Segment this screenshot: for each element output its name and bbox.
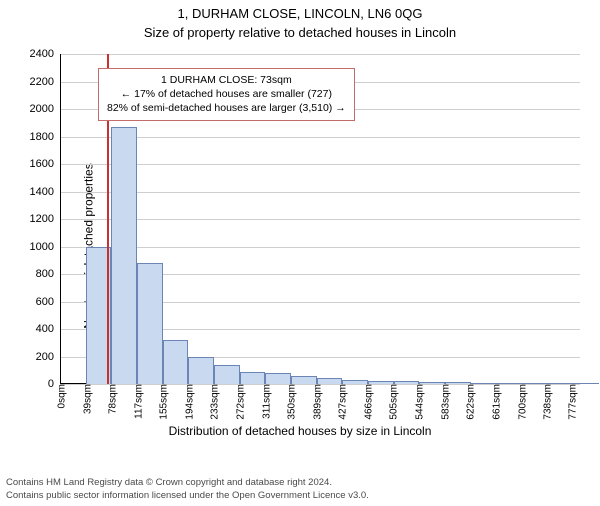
gridline (60, 54, 580, 55)
y-tick-label: 2000 (30, 103, 60, 115)
chart-container: Number of detached properties 0200400600… (0, 46, 600, 446)
x-tick-label: 777sqm (564, 384, 579, 420)
gridline (60, 192, 580, 193)
x-tick-label: 505sqm (385, 384, 400, 420)
x-tick-label: 155sqm (155, 384, 170, 420)
gridline (60, 247, 580, 248)
x-tick-label: 661sqm (488, 384, 503, 420)
y-tick-label: 2400 (30, 48, 60, 60)
x-tick-label: 622sqm (462, 384, 477, 420)
y-tick-label: 400 (36, 323, 60, 335)
x-tick-label: 583sqm (436, 384, 451, 420)
histogram-bar (214, 365, 240, 384)
page-title-line1: 1, DURHAM CLOSE, LINCOLN, LN6 0QG (0, 6, 600, 21)
y-tick-label: 800 (36, 268, 60, 280)
x-tick-label: 0sqm (53, 384, 68, 408)
y-tick-label: 600 (36, 296, 60, 308)
y-tick-label: 1400 (30, 186, 60, 198)
x-tick-label: 389sqm (309, 384, 324, 420)
x-tick-label: 700sqm (513, 384, 528, 420)
plot-area: 0200400600800100012001400160018002000220… (60, 54, 580, 384)
annotation-line-2: ← 17% of detached houses are smaller (72… (107, 87, 346, 101)
x-axis-label: Distribution of detached houses by size … (0, 424, 600, 438)
y-axis-line (60, 54, 61, 384)
x-tick-label: 194sqm (180, 384, 195, 420)
gridline (60, 219, 580, 220)
y-tick-label: 1200 (30, 213, 60, 225)
y-tick-label: 2200 (30, 76, 60, 88)
histogram-bar (240, 372, 266, 384)
x-tick-label: 738sqm (538, 384, 553, 420)
footer-line-2: Contains public sector information licen… (6, 490, 369, 502)
x-tick-label: 544sqm (411, 384, 426, 420)
histogram-bar (111, 127, 137, 384)
attribution-footer: Contains HM Land Registry data © Crown c… (6, 477, 369, 502)
gridline (60, 164, 580, 165)
x-tick-label: 233sqm (206, 384, 221, 420)
x-tick-label: 466sqm (359, 384, 374, 420)
histogram-bar (265, 373, 291, 384)
x-tick-label: 117sqm (130, 384, 145, 419)
footer-line-1: Contains HM Land Registry data © Crown c… (6, 477, 369, 489)
y-tick-label: 1000 (30, 241, 60, 253)
gridline (60, 137, 580, 138)
x-tick-label: 39sqm (78, 384, 93, 414)
x-tick-label: 272sqm (232, 384, 247, 420)
histogram-bar (137, 263, 163, 384)
x-tick-label: 427sqm (334, 384, 349, 420)
annotation-line-3: 82% of semi-detached houses are larger (… (107, 101, 346, 115)
histogram-bar (163, 340, 189, 384)
y-tick-label: 1800 (30, 131, 60, 143)
annotation-box: 1 DURHAM CLOSE: 73sqm← 17% of detached h… (98, 68, 355, 121)
y-tick-label: 200 (36, 351, 60, 363)
y-tick-label: 1600 (30, 158, 60, 170)
x-tick-label: 350sqm (283, 384, 298, 420)
x-tick-label: 311sqm (257, 384, 272, 419)
annotation-line-1: 1 DURHAM CLOSE: 73sqm (107, 73, 346, 87)
x-tick-label: 78sqm (104, 384, 119, 414)
histogram-bar (188, 357, 214, 385)
histogram-bar (291, 376, 317, 384)
page-title-line2: Size of property relative to detached ho… (0, 25, 600, 40)
